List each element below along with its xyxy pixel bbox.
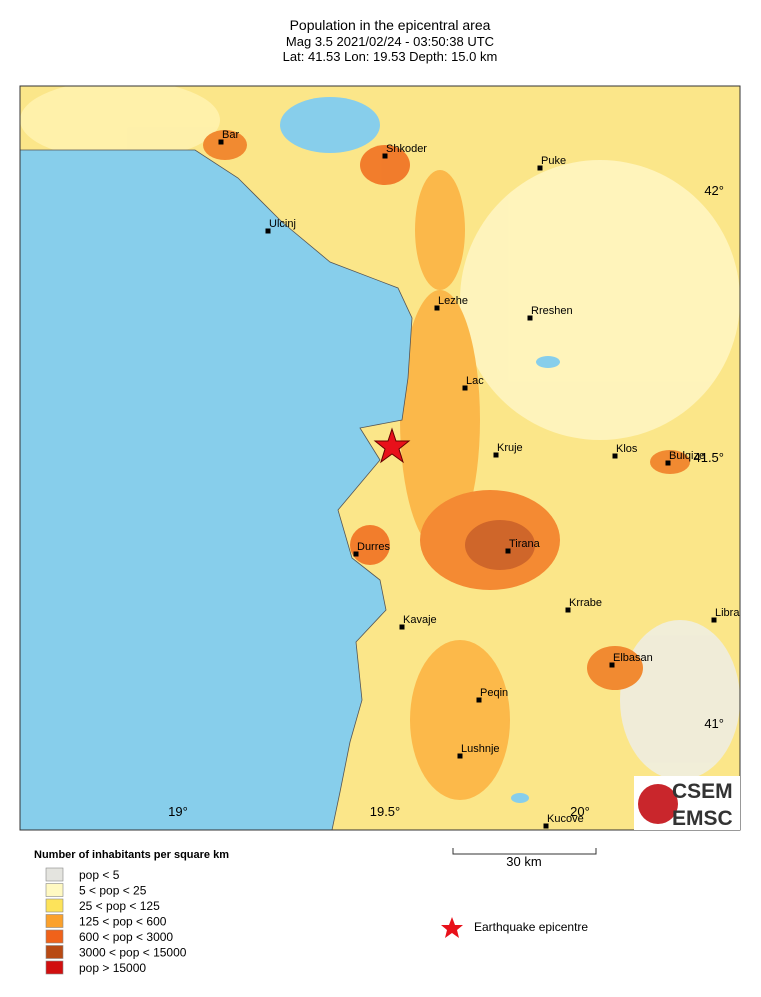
legend-label: pop < 5	[79, 868, 120, 882]
epicentre-star	[373, 427, 411, 464]
legend-swatch	[45, 929, 64, 944]
legend-swatch	[45, 945, 64, 959]
city-marker	[382, 153, 388, 159]
legend-title: Number of inhabitants per square km	[34, 849, 229, 861]
legend-label: 600 < pop < 3000	[79, 930, 173, 944]
city-marker	[711, 617, 717, 623]
subtitle: Mag 3.5 2021/02/24 - 03:50:38 UTC	[286, 34, 494, 49]
city-marker	[543, 823, 549, 829]
legend-label: 3000 < pop < 15000	[79, 946, 187, 960]
city-label: Peqin	[480, 687, 508, 699]
city-label: Lushnje	[461, 743, 500, 755]
cities: Bar Shkoder Puke Ulcinj Lezhe Rreshen Lac Kruje…	[218, 129, 740, 829]
city-label: Durres	[357, 541, 391, 553]
legend-label: 5 < pop < 25	[79, 884, 147, 898]
city-label: Kruje	[497, 442, 523, 454]
lat-label: 41.5°	[693, 450, 724, 465]
legend-swatch	[45, 960, 64, 975]
city-marker	[218, 139, 224, 145]
legend-swatch	[45, 883, 64, 897]
scale-label: 30 km	[506, 854, 541, 869]
city-marker	[476, 697, 482, 703]
city-label: Ulcinj	[269, 218, 296, 230]
title: Population in the epicentral area	[290, 17, 491, 33]
city-marker	[353, 551, 359, 557]
lat-label: 42°	[704, 183, 724, 198]
city-label: Krrabe	[569, 597, 602, 609]
graticule-labels: 19° 19.5° 20° 42° 41.5° 41°	[168, 183, 724, 819]
city-marker	[399, 624, 405, 630]
city-marker	[665, 460, 671, 466]
city-marker	[527, 315, 533, 321]
map-frame	[19, 85, 741, 831]
legend-swatch	[45, 898, 64, 913]
city-marker	[505, 548, 511, 554]
city-marker	[462, 385, 468, 391]
lat-label: 41°	[704, 716, 724, 731]
logo-text: CSEM	[672, 780, 733, 803]
logo-text: EMSC	[672, 807, 733, 830]
city-marker	[565, 607, 571, 613]
city-label: Klos	[616, 443, 638, 455]
city-marker	[493, 452, 499, 458]
legend-swatch	[45, 914, 64, 928]
city-label: Rreshen	[531, 305, 573, 317]
city-label: Bulqize	[669, 450, 705, 462]
legend-swatch	[45, 867, 64, 882]
city-marker	[434, 305, 440, 311]
subtitle: Lat: 41.53 Lon: 19.53 Depth: 15.0 km	[283, 49, 498, 64]
city-marker	[537, 165, 543, 171]
lon-label: 20°	[570, 804, 590, 819]
population-density	[20, 86, 740, 800]
legend-star	[441, 917, 463, 938]
sea	[20, 149, 413, 830]
lon-label: 19°	[168, 804, 188, 819]
city-label: Tirana	[509, 538, 541, 550]
legend-label: Earthquake epicentre	[474, 920, 588, 934]
map-area	[20, 86, 740, 830]
lake	[536, 356, 560, 368]
logo: CSEM EMSC	[634, 776, 740, 830]
city-label: Lac	[466, 375, 484, 387]
city-label: Puke	[541, 155, 566, 167]
city-label: Libra	[715, 607, 740, 619]
legend-label: pop > 15000	[79, 961, 146, 975]
city-label: Lezhe	[438, 295, 468, 307]
legend-label: 25 < pop < 125	[79, 899, 160, 913]
city-marker	[457, 753, 463, 759]
city-label: Shkoder	[386, 143, 427, 155]
city-label: Kavaje	[403, 614, 437, 626]
city-marker	[612, 453, 618, 459]
city-label: Bar	[222, 129, 239, 141]
city-label: Kucove	[547, 813, 584, 825]
city-marker	[609, 662, 615, 668]
lon-label: 19.5°	[370, 804, 401, 819]
lake	[511, 793, 529, 803]
scale-bar: 30 km	[452, 848, 597, 869]
legend-label: 125 < pop < 600	[79, 915, 167, 929]
lake	[280, 97, 380, 153]
city-marker	[265, 228, 271, 234]
city-label: Elbasan	[613, 652, 653, 664]
